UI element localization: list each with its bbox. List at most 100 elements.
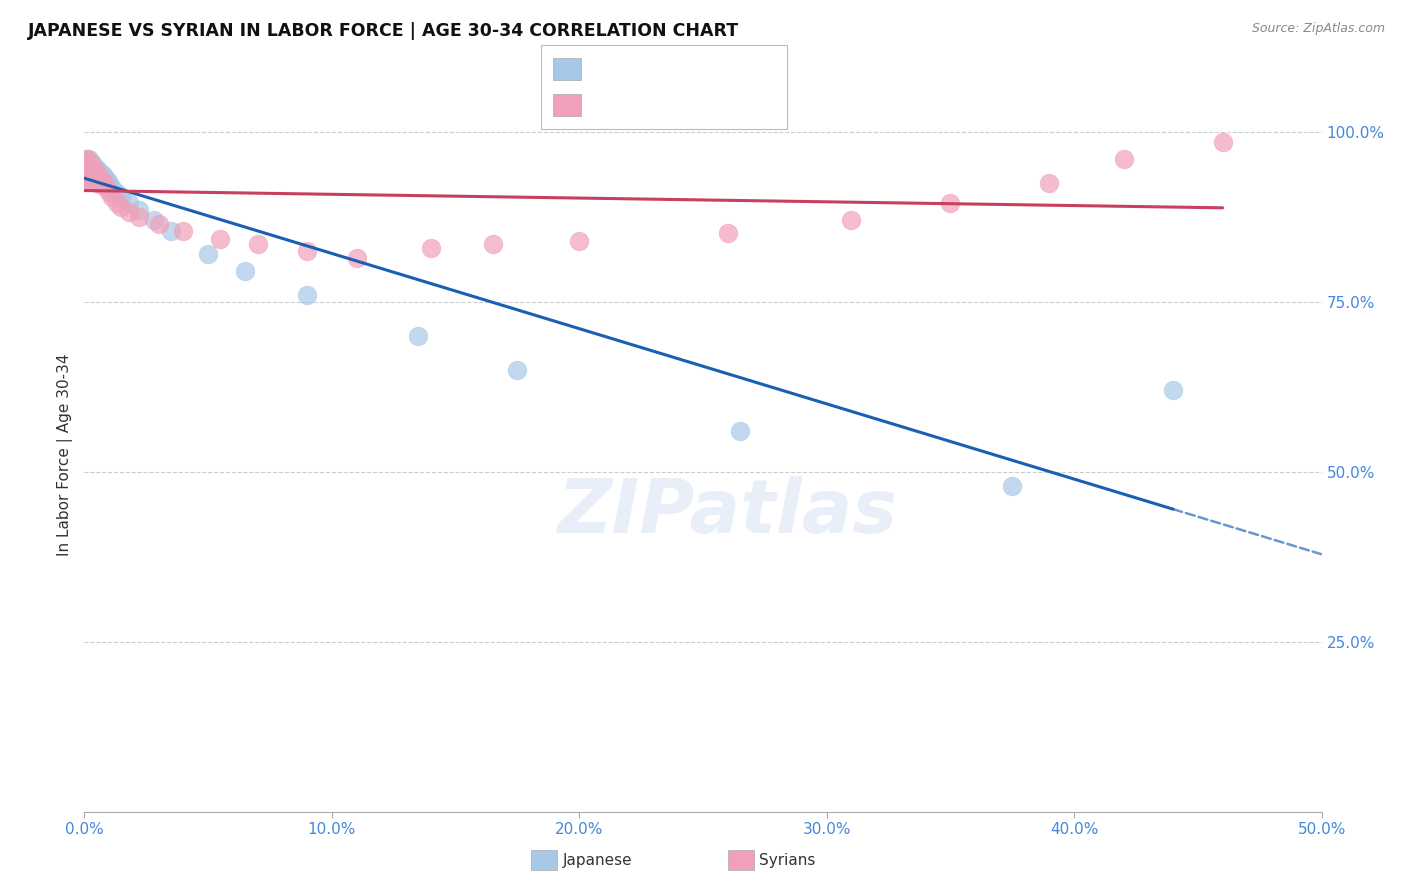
Point: [118, 205, 141, 219]
Point: [100, 189, 122, 203]
Point: [481, 237, 503, 252]
Point: [79, 174, 101, 188]
Point: [295, 244, 318, 258]
Point: [80, 166, 103, 180]
Point: [110, 200, 132, 214]
Point: [100, 181, 122, 195]
Point: [76, 155, 98, 169]
Text: N = 46: N = 46: [696, 56, 754, 71]
Point: [76, 169, 98, 184]
Text: R = 0.402: R = 0.402: [586, 89, 669, 104]
Point: [128, 203, 150, 218]
Text: ZIPatlas: ZIPatlas: [558, 475, 898, 549]
Point: [83, 162, 105, 177]
Point: [79, 155, 101, 169]
Point: [90, 172, 112, 186]
Point: [408, 329, 430, 343]
Point: [86, 176, 108, 190]
Text: Source: ZipAtlas.com: Source: ZipAtlas.com: [1251, 22, 1385, 36]
Point: [110, 189, 132, 203]
Point: [79, 162, 101, 177]
Point: [1112, 153, 1135, 167]
Point: [80, 169, 103, 184]
Point: [80, 162, 103, 177]
Point: [90, 178, 112, 193]
Point: [346, 251, 368, 265]
Point: [79, 159, 101, 173]
Point: [89, 174, 111, 188]
Point: [93, 176, 115, 190]
Point: [209, 232, 232, 246]
Text: Syrians: Syrians: [759, 854, 815, 868]
Point: [118, 196, 141, 211]
Point: [98, 185, 121, 199]
Point: [96, 181, 118, 195]
Y-axis label: In Labor Force | Age 30-34: In Labor Force | Age 30-34: [58, 353, 73, 557]
Point: [105, 186, 128, 201]
Point: [142, 213, 165, 227]
Point: [76, 159, 98, 173]
Point: [79, 159, 101, 173]
Point: [76, 153, 98, 167]
Point: [86, 171, 108, 186]
Point: [506, 363, 529, 377]
Point: [93, 169, 115, 184]
Point: [76, 153, 98, 167]
Point: [83, 172, 105, 186]
Point: [80, 159, 103, 173]
Point: [568, 234, 591, 248]
Point: [90, 172, 112, 186]
Point: [86, 171, 108, 186]
Point: [83, 159, 105, 173]
Point: [76, 162, 98, 177]
Point: [83, 169, 105, 184]
Point: [841, 213, 863, 227]
Point: [79, 172, 101, 186]
Point: [76, 162, 98, 177]
Point: [1212, 136, 1234, 150]
Point: [86, 167, 108, 181]
Point: [76, 166, 98, 180]
Text: N = 48: N = 48: [696, 89, 754, 104]
Point: [295, 288, 318, 302]
Point: [76, 159, 98, 173]
Text: R = -0.391: R = -0.391: [586, 56, 676, 71]
Point: [160, 224, 183, 238]
Point: [79, 170, 101, 185]
Point: [89, 169, 111, 184]
Point: [80, 174, 103, 188]
Point: [89, 169, 111, 184]
Point: [96, 172, 118, 186]
Point: [172, 224, 194, 238]
Point: [1001, 478, 1024, 492]
Point: [197, 247, 219, 261]
Point: [79, 169, 101, 184]
Point: [90, 167, 112, 181]
Point: [728, 424, 751, 438]
Point: [79, 153, 101, 168]
Point: [79, 162, 101, 177]
Point: [1161, 384, 1184, 398]
Point: [83, 167, 105, 181]
Point: [83, 162, 105, 177]
Point: [419, 241, 441, 255]
Text: Japanese: Japanese: [562, 854, 633, 868]
Point: [128, 210, 150, 224]
Point: [79, 153, 101, 167]
Point: [98, 176, 121, 190]
Point: [939, 196, 962, 211]
Point: [80, 164, 103, 178]
Point: [105, 196, 128, 211]
Point: [79, 167, 101, 181]
Point: [80, 155, 103, 169]
Point: [93, 174, 115, 188]
Point: [80, 161, 103, 175]
Point: [76, 166, 98, 180]
Point: [717, 226, 740, 240]
Point: [79, 166, 101, 180]
Point: [148, 217, 170, 231]
Point: [86, 162, 108, 177]
Point: [246, 237, 269, 252]
Point: [1038, 176, 1060, 190]
Point: [233, 264, 256, 278]
